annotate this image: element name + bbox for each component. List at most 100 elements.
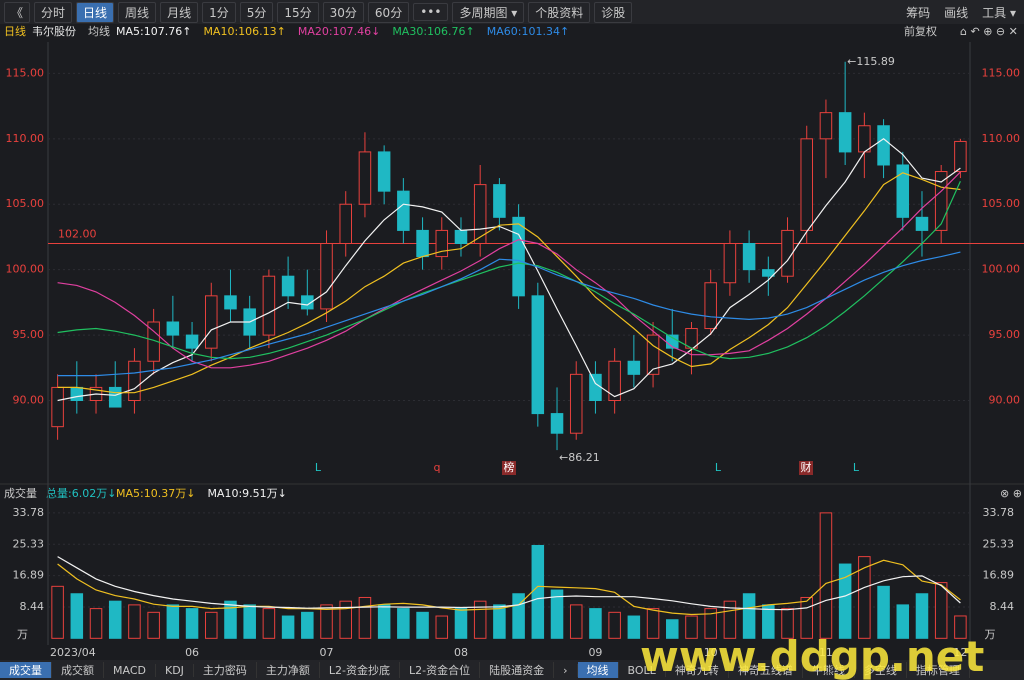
indicator-tab[interactable]: 陆股通资金 bbox=[480, 662, 555, 678]
volume-bar bbox=[896, 604, 910, 639]
candle-body bbox=[416, 229, 429, 258]
legend-entry: MA10:106.13↑ bbox=[203, 25, 285, 38]
indicator-tab[interactable]: 主力密码 bbox=[194, 662, 257, 678]
candle-body bbox=[358, 151, 372, 205]
volume-bar bbox=[666, 619, 679, 639]
indicator-tab[interactable]: KDJ bbox=[156, 663, 194, 677]
adjust: 前复权 bbox=[904, 24, 937, 38]
toolbar-button[interactable]: ••• bbox=[413, 3, 449, 21]
volume-icons[interactable]: ⊗ ⊕ bbox=[1000, 487, 1022, 500]
toolbar-button[interactable]: 诊股 bbox=[594, 1, 633, 23]
ma-line bbox=[57, 180, 961, 360]
candle-body bbox=[281, 275, 295, 297]
volume-bar bbox=[512, 593, 525, 639]
event-marker: 榜 bbox=[504, 460, 515, 474]
toolbar-button[interactable]: 工具 ▾ bbox=[982, 6, 1016, 20]
ma-line bbox=[57, 172, 961, 394]
volume-bar bbox=[934, 582, 948, 639]
indicator-tab[interactable]: › bbox=[554, 663, 578, 677]
volume-bar bbox=[877, 585, 890, 639]
toolbar-button[interactable]: 筹码 bbox=[906, 6, 931, 20]
event-box bbox=[502, 461, 516, 475]
candle-body bbox=[224, 295, 237, 310]
volume-bar bbox=[627, 615, 641, 639]
volume-bar bbox=[838, 563, 852, 639]
y-tick-label-right: 110.00 bbox=[982, 132, 1021, 145]
indicator-tab[interactable]: MACD bbox=[104, 663, 156, 677]
indicator-tab[interactable]: L2-资金合位 bbox=[400, 662, 481, 678]
indicator-tab[interactable]: 神奇九转 bbox=[666, 662, 729, 678]
volume-bar bbox=[493, 604, 506, 639]
candle-body bbox=[339, 203, 352, 244]
toolbar-button[interactable]: 30分 bbox=[322, 1, 364, 23]
candle-body bbox=[166, 321, 180, 336]
indicator-tabs: 成交量 成交额 MACD KDJ 主力密码 主力净额 L2-资金抄底 L2-资金合位 陆股通资金… bbox=[0, 660, 1024, 680]
y-tick-label-right: 115.00 bbox=[982, 66, 1021, 79]
toolbar-button[interactable]: 15分 bbox=[277, 1, 319, 23]
volume-bar bbox=[147, 611, 160, 639]
indicator-tab[interactable]: 指标管理 bbox=[907, 662, 970, 678]
indicator-tab[interactable]: 神奇五线谱 bbox=[729, 662, 803, 678]
candle-body bbox=[704, 282, 717, 330]
candle-body bbox=[512, 216, 525, 297]
indicator-tab[interactable]: 成交额 bbox=[52, 662, 104, 678]
toolbar-button[interactable]: 多周期图 ▾ bbox=[452, 1, 525, 23]
toolbar-button[interactable]: 周线 bbox=[118, 1, 157, 23]
ma-line bbox=[57, 559, 961, 616]
toolbar-button[interactable]: 个股资料 bbox=[528, 1, 591, 23]
ma-line bbox=[57, 556, 961, 611]
y-tick-label-right: 8.44 bbox=[990, 600, 1015, 613]
indicator-tab[interactable]: L2-资金抄底 bbox=[320, 662, 401, 678]
volume-bar bbox=[608, 611, 621, 639]
candle-body bbox=[742, 242, 756, 271]
volume-bar bbox=[742, 593, 756, 639]
x-tick-label: 10 bbox=[704, 646, 718, 659]
candle-body bbox=[397, 190, 410, 231]
volume-bar bbox=[377, 604, 391, 639]
volume-bar bbox=[128, 604, 141, 639]
chart: 日线 韦尔股份 均线 前复权 ⌂ ↶ ⊕ ⊖ ✕ 成交量 总量:6.02万↓ ⊗… bbox=[0, 24, 1024, 659]
indicator-tab[interactable]: 成交量 bbox=[0, 662, 52, 678]
toolbar-button[interactable]: 月线 bbox=[160, 1, 199, 23]
toolbar-button[interactable]: 《 bbox=[4, 1, 31, 23]
volume-bar bbox=[800, 596, 813, 639]
indicator-tab[interactable]: 均线 bbox=[577, 662, 619, 678]
x-tick-label: 07 bbox=[320, 646, 334, 659]
candle-body bbox=[781, 229, 794, 277]
indicator-tab[interactable]: 牛熊线 bbox=[803, 662, 855, 678]
volume-unit-right: 万 bbox=[985, 628, 996, 641]
volume-bar bbox=[166, 604, 180, 639]
candle-body bbox=[493, 184, 506, 218]
volume-bar bbox=[819, 512, 833, 639]
toolbar-button[interactable]: 画线 bbox=[944, 6, 969, 20]
indicator-tab[interactable]: BOLL bbox=[619, 663, 666, 677]
icons[interactable]: ⌂ ↶ ⊕ ⊖ ✕ bbox=[960, 25, 1018, 38]
candle-body bbox=[51, 386, 64, 428]
candle-body bbox=[627, 360, 641, 375]
candle-body bbox=[800, 138, 813, 231]
toolbar-button[interactable]: 分时 bbox=[34, 1, 73, 23]
volume-bar bbox=[781, 608, 794, 639]
volume-bar bbox=[685, 615, 698, 639]
volume-bar bbox=[262, 608, 276, 639]
toolbar-button[interactable]: 60分 bbox=[367, 1, 410, 23]
toolbar-button[interactable]: 1分 bbox=[202, 1, 236, 23]
y-tick-label-right: 95.00 bbox=[989, 328, 1021, 341]
watermark: www.ddgp.net bbox=[640, 632, 985, 680]
indicator-tab[interactable]: 多空线 bbox=[855, 662, 907, 678]
volume-bar bbox=[473, 600, 487, 639]
legend-entry: MA30:106.76↑ bbox=[392, 25, 474, 38]
candle-body bbox=[934, 171, 948, 231]
y-tick-label: 8.44 bbox=[20, 600, 45, 613]
indicator-tab[interactable]: 主力净额 bbox=[257, 662, 320, 678]
candle-body bbox=[896, 164, 910, 218]
volume-bar bbox=[454, 608, 468, 639]
candle-body bbox=[454, 229, 468, 244]
toolbar-button[interactable]: 日线 bbox=[76, 1, 115, 23]
y-tick-label: 95.00 bbox=[13, 328, 45, 341]
volume-bar bbox=[185, 608, 199, 639]
volume-bar bbox=[224, 600, 237, 639]
x-tick-label: 12 bbox=[953, 646, 967, 659]
toolbar-button[interactable]: 5分 bbox=[239, 1, 274, 23]
